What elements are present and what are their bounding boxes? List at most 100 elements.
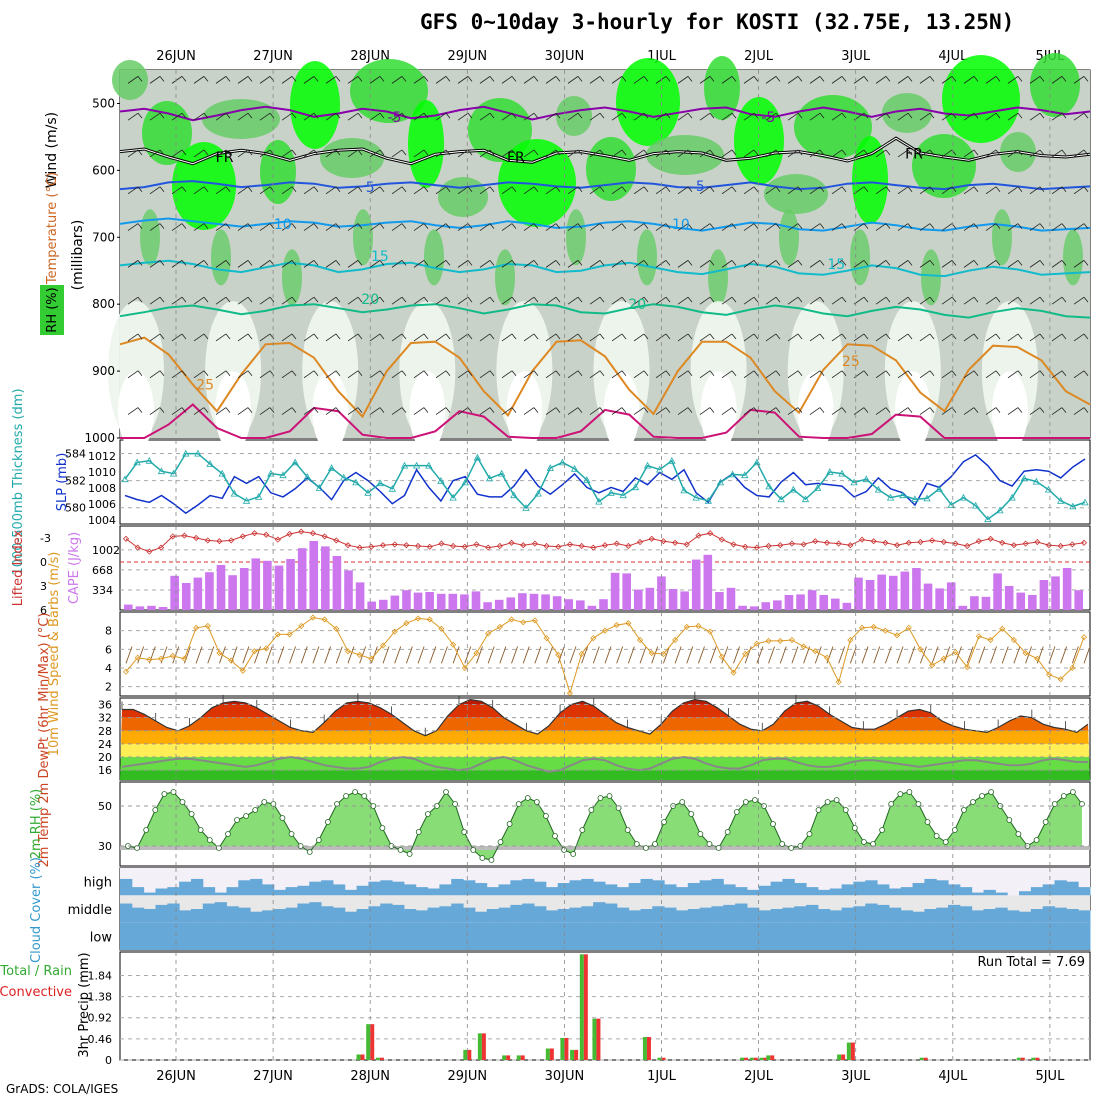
wind-barb bbox=[501, 112, 513, 121]
wind-barb-10m bbox=[592, 646, 600, 664]
wind-barb-10m bbox=[511, 646, 518, 664]
wind-barb bbox=[225, 186, 231, 193]
wind-barb bbox=[611, 186, 623, 195]
wind-barb bbox=[985, 296, 997, 305]
wind-barb bbox=[919, 260, 931, 268]
slp-marker bbox=[984, 515, 992, 523]
rh-moist-area bbox=[202, 99, 280, 139]
wind-barb bbox=[149, 149, 161, 158]
cape-bar bbox=[738, 605, 747, 610]
wind-barb bbox=[1083, 149, 1089, 156]
wind-barb bbox=[963, 149, 975, 158]
wind-barb-10m bbox=[195, 646, 203, 664]
cloud-bar-high bbox=[1042, 884, 1056, 896]
wind-barb bbox=[325, 296, 337, 305]
rh-marker bbox=[806, 831, 813, 837]
cape-bar bbox=[1028, 595, 1037, 610]
wind-barb bbox=[1051, 260, 1063, 268]
wind-marker bbox=[473, 650, 480, 657]
wind-barb bbox=[963, 296, 975, 305]
wind-barb bbox=[709, 333, 715, 340]
wind-barb bbox=[369, 112, 381, 121]
wind-barb bbox=[149, 407, 161, 415]
wind-barb bbox=[621, 407, 627, 413]
cape-bar bbox=[263, 560, 272, 610]
thickness-axis-label: 1000-500mb Thickness (dm) bbox=[11, 388, 26, 575]
rh-moist-area bbox=[282, 249, 302, 306]
wind-barb bbox=[951, 76, 957, 82]
wind-marker bbox=[193, 624, 200, 631]
wind-barb-10m bbox=[884, 646, 892, 664]
wind-barb bbox=[291, 260, 297, 266]
li-marker bbox=[309, 530, 316, 537]
wind-barb bbox=[171, 76, 183, 84]
wind-barb bbox=[831, 112, 843, 121]
wind-barb bbox=[247, 149, 253, 156]
cloud-bar-middle bbox=[380, 903, 393, 923]
wind-marker bbox=[858, 624, 866, 631]
wind-barb bbox=[841, 296, 847, 303]
wind-barb bbox=[841, 112, 847, 119]
cloud-bar-high bbox=[273, 889, 287, 896]
wind-barb bbox=[775, 149, 781, 156]
series-lifted-index bbox=[125, 531, 1085, 553]
wind-barb bbox=[787, 223, 799, 231]
wind-barb bbox=[303, 370, 315, 379]
wind-barb bbox=[1029, 186, 1041, 195]
cloud-bar-high bbox=[321, 880, 334, 896]
wind-marker bbox=[601, 627, 609, 634]
wind-barb bbox=[665, 370, 671, 377]
slp-marker bbox=[668, 456, 676, 464]
rh-tick: 50 bbox=[98, 800, 112, 813]
wind-barb bbox=[523, 296, 535, 305]
wind-barb bbox=[863, 296, 869, 303]
wind-barb bbox=[467, 370, 473, 377]
wind-barb bbox=[875, 223, 887, 231]
wind-barb bbox=[941, 333, 953, 342]
wind-barb bbox=[193, 149, 205, 158]
cloud-bar-middle bbox=[983, 909, 996, 923]
wind-barb bbox=[643, 370, 649, 377]
wind-barb bbox=[291, 76, 297, 82]
cloud-bar-middle bbox=[711, 906, 724, 923]
wind-barb bbox=[841, 333, 847, 340]
wind-barb bbox=[929, 296, 935, 303]
wind-barb bbox=[1073, 296, 1085, 305]
cape-bar bbox=[321, 546, 330, 610]
wind-barb bbox=[611, 370, 623, 379]
li-marker bbox=[391, 541, 398, 548]
rh-marker bbox=[733, 809, 740, 815]
wind-barb bbox=[193, 370, 205, 379]
wind-barb bbox=[225, 149, 231, 156]
wind-barb bbox=[819, 149, 825, 156]
cloud-bar-high bbox=[238, 880, 251, 896]
wind-barb bbox=[193, 333, 205, 342]
cape-bar bbox=[251, 558, 261, 610]
wind-marker bbox=[520, 619, 527, 626]
slp-tick: 1012 bbox=[88, 450, 116, 463]
wind-barb bbox=[687, 370, 693, 377]
wind-barb bbox=[743, 407, 755, 415]
wind-barb bbox=[401, 112, 407, 119]
wind-barb bbox=[885, 333, 891, 340]
wind-barb-10m bbox=[920, 646, 927, 664]
wind-barb bbox=[831, 370, 843, 379]
cape-bar bbox=[622, 573, 631, 610]
cloud-bar-high bbox=[344, 889, 358, 896]
cape-bar bbox=[761, 602, 771, 610]
wind-barb bbox=[577, 112, 583, 119]
wind-barb bbox=[1039, 333, 1045, 340]
cloud-bar-high bbox=[427, 888, 440, 896]
precip-label-total: Total / Rain bbox=[0, 964, 72, 979]
wind-barb bbox=[567, 112, 579, 121]
wind-barb bbox=[687, 112, 693, 119]
wind-barb bbox=[941, 407, 953, 415]
wind-barb bbox=[589, 223, 601, 231]
wind-barb bbox=[259, 186, 271, 195]
li-marker bbox=[940, 538, 947, 546]
wind-barb bbox=[1073, 333, 1085, 342]
wind-barb-10m bbox=[627, 646, 635, 664]
wind-barb bbox=[281, 260, 293, 268]
wind-barb-10m bbox=[464, 646, 472, 664]
li-marker bbox=[543, 542, 550, 550]
